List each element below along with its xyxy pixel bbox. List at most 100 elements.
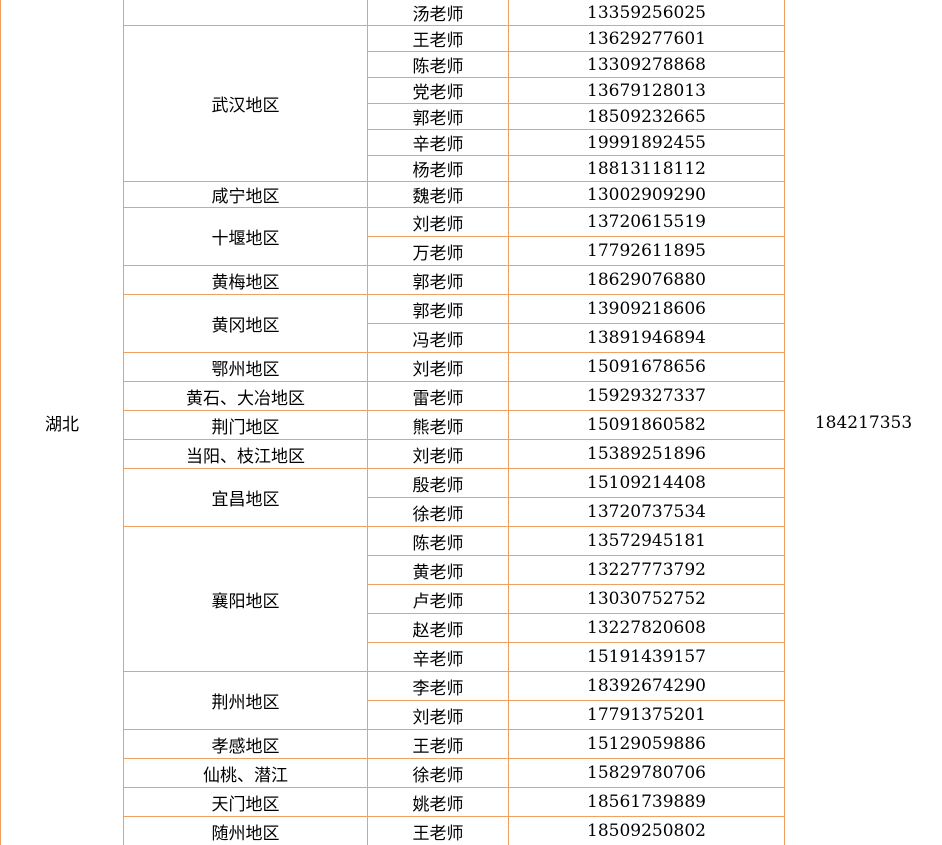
- teacher-cell: 雷老师: [367, 381, 509, 411]
- teacher-cell: 姚老师: [367, 787, 509, 817]
- teacher-cell: 刘老师: [367, 439, 509, 469]
- teacher-cell: 万老师: [367, 236, 509, 266]
- teacher-cell: 郭老师: [367, 294, 509, 324]
- teacher-cell: 辛老师: [367, 642, 509, 672]
- phone-cell: 13309278868: [508, 51, 785, 78]
- table-row: 鄂州地区 刘老师 15091678656: [1, 352, 942, 382]
- phone-cell: 13720615519: [508, 207, 785, 237]
- phone-cell: 15129059886: [508, 729, 785, 759]
- table-row: 辛老师 19991892455: [1, 129, 942, 156]
- table-row: 郭老师 18509232665: [1, 103, 942, 130]
- table-row: 襄阳地区 陈老师 13572945181: [1, 526, 942, 672]
- table-row: 陈老师 13309278868: [1, 51, 942, 78]
- phone-cell: 13572945181: [508, 526, 785, 556]
- phone-cell: 13002909290: [508, 181, 785, 208]
- phone-cell: 15191439157: [508, 642, 785, 672]
- phone-cell: 13891946894: [508, 323, 785, 353]
- table-row: 孝感地区 王老师 15129059886: [1, 729, 942, 759]
- table-row: 徐老师 13720737534: [1, 497, 942, 527]
- teacher-cell: 黄老师: [367, 555, 509, 585]
- table-row: 黄梅地区 郭老师 18629076880: [1, 265, 942, 295]
- table-row: 武汉地区 王老师 13629277601: [1, 25, 942, 182]
- teacher-cell: 汤老师: [367, 0, 509, 26]
- region-cell: 当阳、枝江地区: [123, 439, 368, 469]
- teacher-cell: 徐老师: [367, 758, 509, 788]
- teacher-cell: 杨老师: [367, 155, 509, 182]
- phone-cell: 18813118112: [508, 155, 785, 182]
- phone-cell: 15091860582: [508, 410, 785, 440]
- phone-cell: 13030752752: [508, 584, 785, 614]
- phone-cell: 15829780706: [508, 758, 785, 788]
- region-cell: 随州地区: [123, 816, 368, 845]
- region-cell: 孝感地区: [123, 729, 368, 759]
- teacher-cell: 赵老师: [367, 613, 509, 643]
- phone-cell: 13629277601: [508, 25, 785, 52]
- table-row: 冯老师 13891946894: [1, 323, 942, 353]
- phone-cell: 18509232665: [508, 103, 785, 130]
- teacher-cell: 陈老师: [367, 526, 509, 556]
- phone-cell: 17792611895: [508, 236, 785, 266]
- teacher-cell: 王老师: [367, 25, 509, 52]
- phone-cell: 13909218606: [508, 294, 785, 324]
- table-row: 荆州地区 李老师 18392674290: [1, 671, 942, 730]
- table-row: 黄老师 13227773792: [1, 555, 942, 585]
- region-cell: 咸宁地区: [123, 181, 368, 208]
- phone-cell: 13227820608: [508, 613, 785, 643]
- table-row: 黄冈地区 郭老师 13909218606: [1, 294, 942, 353]
- province-cell: 湖北: [0, 0, 124, 845]
- qq-cell: 184217353: [784, 0, 942, 845]
- table-row: 十堰地区 刘老师 13720615519: [1, 207, 942, 266]
- phone-cell: 15109214408: [508, 468, 785, 498]
- teacher-cell: 郭老师: [367, 103, 509, 130]
- table-row: 咸宁地区 魏老师 13002909290: [1, 181, 942, 208]
- table-row: 辛老师 15191439157: [1, 642, 942, 672]
- phone-cell: 13720737534: [508, 497, 785, 527]
- phone-cell: 13227773792: [508, 555, 785, 585]
- phone-cell: 15389251896: [508, 439, 785, 469]
- teacher-cell: 殷老师: [367, 468, 509, 498]
- region-cell: 鄂州地区: [123, 352, 368, 382]
- region-cell: 仙桃、潜江: [123, 758, 368, 788]
- table-row: 党老师 13679128013: [1, 77, 942, 104]
- phone-cell: 18561739889: [508, 787, 785, 817]
- teacher-cell: 李老师: [367, 671, 509, 701]
- phone-cell: 19991892455: [508, 129, 785, 156]
- phone-cell: 18629076880: [508, 265, 785, 295]
- region-cell: [123, 0, 368, 26]
- region-cell: 宜昌地区: [123, 468, 368, 527]
- phone-cell: 15929327337: [508, 381, 785, 411]
- teacher-cell: 刘老师: [367, 207, 509, 237]
- table-row: 天门地区 姚老师 18561739889: [1, 787, 942, 817]
- teacher-cell: 刘老师: [367, 352, 509, 382]
- table-row: 杨老师 18813118112: [1, 155, 942, 182]
- teacher-cell: 郭老师: [367, 265, 509, 295]
- region-cell: 黄冈地区: [123, 294, 368, 353]
- region-cell: 黄梅地区: [123, 265, 368, 295]
- teacher-cell: 刘老师: [367, 700, 509, 730]
- teacher-cell: 王老师: [367, 816, 509, 845]
- phone-cell: 17791375201: [508, 700, 785, 730]
- teacher-cell: 冯老师: [367, 323, 509, 353]
- phone-cell: 15091678656: [508, 352, 785, 382]
- region-cell: 天门地区: [123, 787, 368, 817]
- phone-cell: 18392674290: [508, 671, 785, 701]
- table-row: 万老师 17792611895: [1, 236, 942, 266]
- teacher-cell: 魏老师: [367, 181, 509, 208]
- phone-cell: 13679128013: [508, 77, 785, 104]
- region-cell: 黄石、大冶地区: [123, 381, 368, 411]
- region-cell: 武汉地区: [123, 25, 368, 182]
- region-cell: 襄阳地区: [123, 526, 368, 672]
- teacher-cell: 卢老师: [367, 584, 509, 614]
- region-cell: 荆州地区: [123, 671, 368, 730]
- phone-cell: 18509250802: [508, 816, 785, 845]
- teacher-cell: 熊老师: [367, 410, 509, 440]
- teacher-cell: 王老师: [367, 729, 509, 759]
- region-cell: 荆门地区: [123, 410, 368, 440]
- phone-cell: 13359256025: [508, 0, 785, 26]
- teacher-cell: 辛老师: [367, 129, 509, 156]
- teacher-cell: 徐老师: [367, 497, 509, 527]
